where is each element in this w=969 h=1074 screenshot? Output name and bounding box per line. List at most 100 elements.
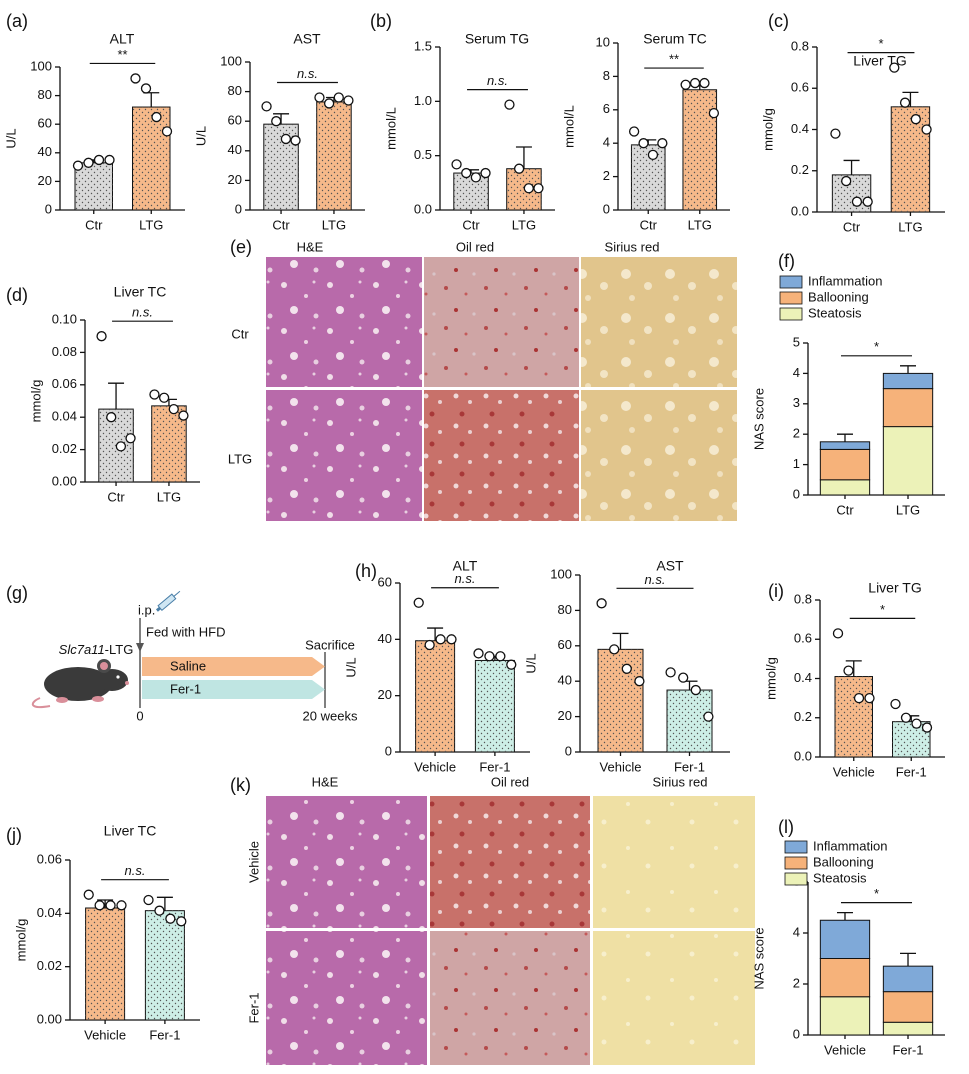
legend-label: Inflammation [808, 273, 882, 288]
y-tick-label: 4 [793, 365, 800, 380]
data-point [104, 154, 115, 166]
x-tick-label: Ctr [85, 217, 103, 232]
data-point [647, 149, 659, 161]
panel-label: (g) [6, 583, 28, 603]
data-point [105, 900, 116, 911]
histology-k: H&E Oil red Sirius red Vehicle Fer-1 [246, 774, 755, 1065]
endpoint-label: Sacrifice [305, 637, 355, 652]
y-tick-label: 80 [228, 83, 242, 98]
data-point [168, 403, 179, 415]
data-point [853, 692, 865, 704]
chart-title: Serum TC [643, 31, 707, 47]
chart: 0 20 40 60 80 100 U/L AST Vehicle Fer-1 n.s. [523, 558, 730, 774]
panel-label: (e) [230, 237, 252, 257]
chart: 0.00 0.02 0.04 0.06 mmol/g Liver TC Vehicle Fer… [13, 823, 200, 1042]
panel-label: (k) [230, 775, 251, 795]
y-tick-label: 0.04 [52, 409, 77, 424]
data-point [484, 651, 495, 662]
y-tick-label: 100 [550, 566, 572, 581]
syringe-icon [155, 590, 181, 612]
schematic: i.p. Fed with HFD Saline Fer-1 Sacrifice… [31, 590, 358, 723]
significance-label: * [880, 602, 885, 617]
y-tick-label: 0 [235, 201, 242, 216]
data-point [461, 167, 472, 179]
y-tick-label: 0.5 [414, 147, 432, 162]
data-point [862, 196, 873, 207]
y-tick-label: 4 [793, 924, 800, 939]
data-point [634, 676, 645, 687]
micrograph [593, 931, 755, 1065]
y-tick-label: 0.8 [794, 591, 812, 606]
data-point [504, 99, 515, 110]
y-tick-label: 0 [793, 486, 800, 501]
data-point [911, 718, 922, 729]
column-label: Oil red [456, 239, 494, 254]
bar-segment [882, 991, 934, 1023]
y-tick-label: 0 [385, 743, 392, 758]
data-point [690, 684, 701, 696]
row-label: Ctr [231, 326, 249, 341]
micrograph [581, 257, 737, 387]
data-point [116, 900, 127, 911]
x-tick-label: LTG [322, 217, 346, 232]
x-tick-label: LTG [898, 219, 922, 234]
chart-title: Liver TC [114, 284, 167, 300]
data-point [93, 154, 105, 166]
data-point [708, 107, 720, 119]
legend-swatch [784, 840, 808, 854]
significance-label: n.s. [487, 73, 508, 88]
chart: 0.0 0.5 1.0 1.5 mmol/L Serum TG Ctr LTG n.s. [383, 31, 555, 232]
arrow-head [136, 643, 144, 652]
x-tick-label: Fer-1 [896, 764, 927, 779]
legend-swatch [779, 291, 803, 305]
data-point [638, 138, 649, 149]
chart: 0 20 40 60 80 100 U/L ALT Ctr LTG ** [3, 31, 185, 232]
y-tick-label: 40 [38, 144, 52, 159]
legend-swatch [779, 307, 803, 321]
data-point [96, 331, 107, 342]
diet-label: Fed with HFD [146, 624, 225, 639]
column-label: Sirius red [605, 239, 660, 254]
chart-title: ALT [110, 31, 135, 47]
data-point [125, 433, 136, 444]
legend-swatch [784, 872, 808, 886]
y-tick-label: 0.00 [52, 473, 77, 488]
y-axis-label: mmol/g [13, 919, 28, 962]
strain-label: Slc7a11-LTG [59, 642, 134, 657]
x-tick-label: Ctr [640, 217, 658, 232]
y-tick-label: 20 [378, 687, 392, 702]
y-axis-label: mmol/g [760, 108, 775, 151]
data-point [703, 711, 714, 722]
legend-swatch [784, 856, 808, 870]
x-tick-label: Ctr [462, 217, 480, 232]
data-point [323, 98, 335, 109]
y-tick-label: 60 [228, 113, 242, 128]
data-point [261, 101, 272, 112]
significance-label: * [874, 886, 879, 901]
bar [132, 106, 171, 211]
data-point [290, 135, 301, 146]
significance-label: ** [669, 52, 679, 67]
x-tick-label: Ctr [107, 489, 125, 504]
row-label: LTG [228, 451, 252, 466]
micrograph [430, 796, 590, 928]
data-point [161, 126, 173, 137]
bar-segment [819, 441, 871, 450]
y-tick-label: 0.02 [37, 958, 62, 973]
significance-label: n.s. [125, 863, 146, 878]
y-tick-label: 20 [38, 173, 52, 188]
x-tick-label: Ctr [843, 219, 861, 234]
data-point [689, 77, 701, 89]
row-label: Vehicle [246, 841, 261, 883]
y-axis-label: mmol/g [28, 380, 43, 423]
significance-label: n.s. [455, 571, 476, 586]
y-tick-label: 0.4 [791, 121, 809, 136]
x-tick-label: Vehicle [84, 1027, 126, 1042]
bar [85, 907, 126, 1021]
significance-label: ** [117, 47, 127, 62]
legend-swatch [779, 275, 803, 289]
data-point [851, 196, 863, 207]
y-tick-label: 0.00 [37, 1011, 62, 1026]
y-tick-label: 20 [228, 172, 242, 187]
chart: 0 1 2 3 4 5 NAS score Ctr LTG SteatosisBallooning… [751, 273, 945, 517]
